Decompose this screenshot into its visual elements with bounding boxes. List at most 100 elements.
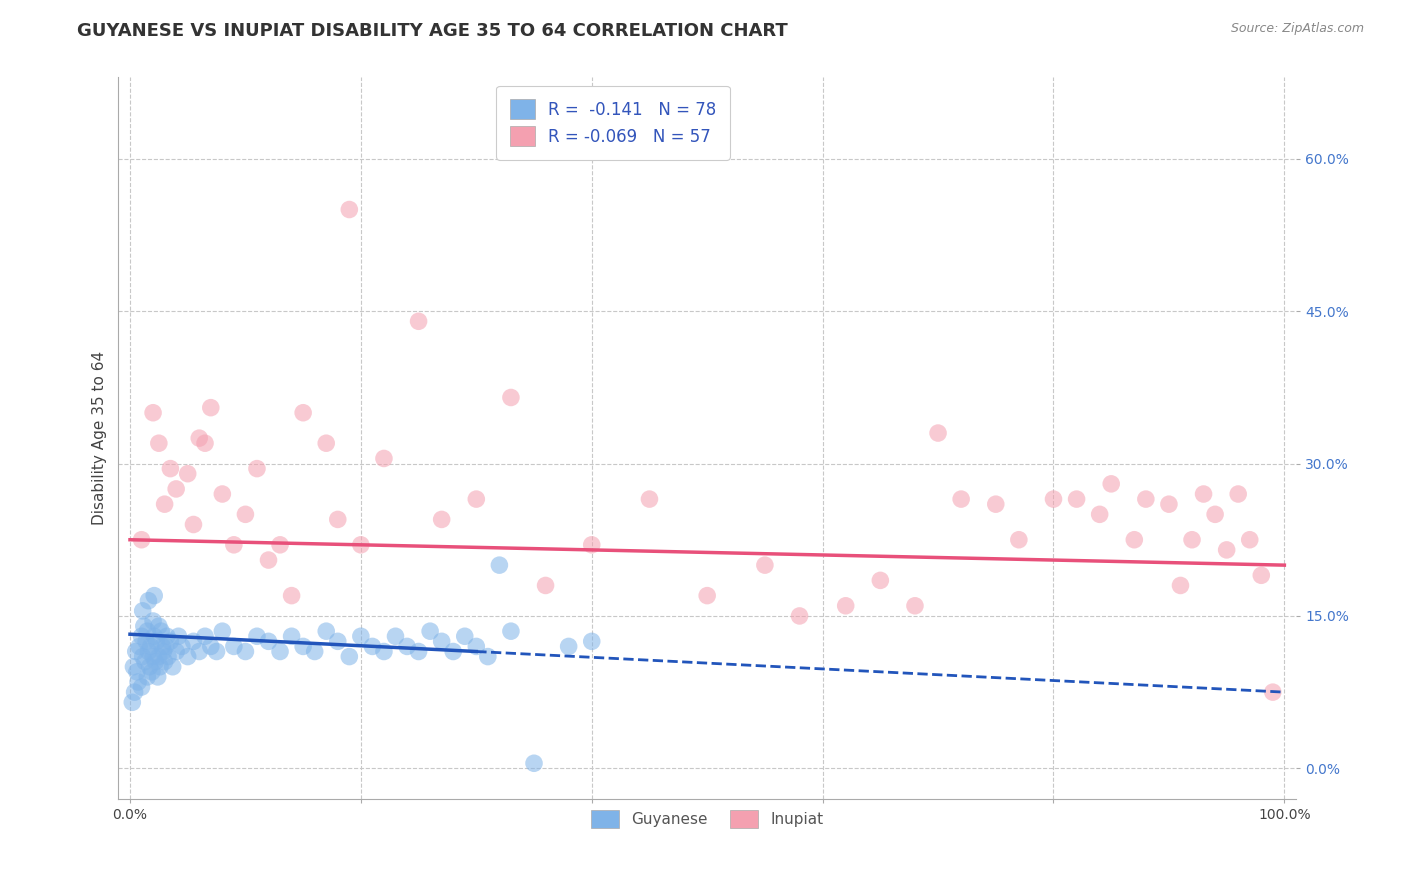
Point — [396, 640, 419, 654]
Point — [337, 202, 360, 217]
Point — [1099, 476, 1122, 491]
Point — [122, 659, 145, 673]
Text: GUYANESE VS INUPIAT DISABILITY AGE 35 TO 64 CORRELATION CHART: GUYANESE VS INUPIAT DISABILITY AGE 35 TO… — [77, 22, 789, 40]
Point — [326, 512, 349, 526]
Point — [292, 406, 315, 420]
Point — [361, 640, 384, 654]
Point — [499, 624, 522, 639]
Point — [142, 614, 165, 628]
Point — [1157, 497, 1180, 511]
Point — [153, 497, 176, 511]
Point — [408, 314, 430, 328]
Point — [280, 589, 302, 603]
Y-axis label: Disability Age 35 to 64: Disability Age 35 to 64 — [93, 351, 107, 525]
Point — [350, 629, 373, 643]
Point — [135, 634, 157, 648]
Point — [441, 644, 464, 658]
Point — [188, 431, 211, 445]
Point — [138, 593, 160, 607]
Point — [127, 675, 149, 690]
Point — [205, 644, 228, 658]
Point — [488, 558, 510, 573]
Point — [1215, 542, 1237, 557]
Point — [373, 644, 395, 658]
Point — [157, 649, 180, 664]
Point — [419, 624, 441, 639]
Point — [149, 659, 172, 673]
Point — [477, 649, 499, 664]
Point — [754, 558, 776, 573]
Point — [131, 629, 153, 643]
Point — [350, 538, 373, 552]
Point — [257, 553, 280, 567]
Point — [557, 640, 579, 654]
Point — [121, 695, 143, 709]
Point — [581, 538, 603, 552]
Point — [1123, 533, 1146, 547]
Point — [211, 487, 233, 501]
Point — [1239, 533, 1261, 547]
Point — [150, 624, 173, 639]
Point — [155, 640, 177, 654]
Text: Source: ZipAtlas.com: Source: ZipAtlas.com — [1230, 22, 1364, 36]
Point — [292, 640, 315, 654]
Point — [384, 629, 406, 643]
Point — [789, 609, 811, 624]
Point — [148, 649, 170, 664]
Point — [499, 391, 522, 405]
Point — [869, 574, 891, 588]
Point — [156, 629, 179, 643]
Point — [152, 644, 174, 658]
Point — [162, 659, 184, 673]
Point — [142, 649, 165, 664]
Point — [315, 624, 337, 639]
Point — [581, 634, 603, 648]
Point — [304, 644, 326, 658]
Point — [696, 589, 718, 603]
Point — [177, 467, 200, 481]
Point — [143, 589, 166, 603]
Point — [984, 497, 1007, 511]
Point — [1261, 685, 1284, 699]
Point — [200, 640, 222, 654]
Point — [148, 619, 170, 633]
Point — [136, 624, 159, 639]
Point — [150, 640, 173, 654]
Point — [165, 482, 187, 496]
Point — [177, 649, 200, 664]
Point — [222, 640, 245, 654]
Point — [430, 634, 453, 648]
Point — [235, 508, 257, 522]
Point — [408, 644, 430, 658]
Point — [534, 578, 557, 592]
Point — [465, 640, 488, 654]
Point — [523, 756, 546, 771]
Point — [139, 640, 162, 654]
Point — [280, 629, 302, 643]
Point — [269, 644, 291, 658]
Point — [170, 640, 193, 654]
Legend: Guyanese, Inupiat: Guyanese, Inupiat — [585, 804, 830, 835]
Point — [146, 670, 169, 684]
Point — [315, 436, 337, 450]
Point — [124, 685, 146, 699]
Point — [269, 538, 291, 552]
Point — [246, 629, 269, 643]
Point — [131, 649, 153, 664]
Point — [145, 655, 167, 669]
Point — [950, 492, 973, 507]
Point — [638, 492, 661, 507]
Point — [165, 644, 187, 658]
Point — [159, 461, 181, 475]
Point — [131, 680, 153, 694]
Point — [430, 512, 453, 526]
Point — [337, 649, 360, 664]
Point — [927, 425, 949, 440]
Point — [454, 629, 477, 643]
Point — [125, 644, 148, 658]
Point — [326, 634, 349, 648]
Point — [136, 670, 159, 684]
Point — [1204, 508, 1226, 522]
Point — [257, 634, 280, 648]
Point — [138, 644, 160, 658]
